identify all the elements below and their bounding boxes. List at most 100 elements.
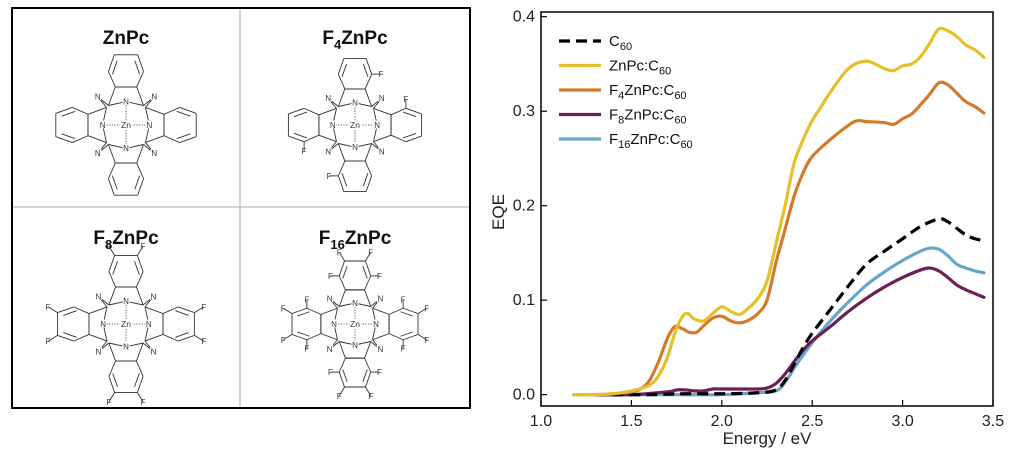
bridge-nitrogen-label: N — [151, 149, 157, 158]
y-tick-label: 0.4 — [513, 9, 535, 26]
f4znpc-structure: N N N N N N N N Zn F F F F — [287, 57, 423, 193]
cell-title-f16znpc: F16ZnPc — [319, 228, 392, 252]
f16znpc-structure: N N N N N N N N Zn F F F F F F F F F F F F F F F F — [281, 248, 430, 401]
bond — [108, 162, 116, 179]
fluorine-label: F — [327, 172, 332, 181]
bridge-nitrogen-label: N — [325, 148, 331, 157]
legend-subscript: 16 — [618, 139, 630, 151]
bond — [137, 54, 144, 72]
bond — [108, 360, 116, 377]
bond — [176, 110, 191, 117]
bond — [144, 334, 164, 342]
bond — [338, 260, 345, 277]
bond — [178, 334, 195, 342]
atom-label-background — [122, 97, 130, 106]
bridge-nitrogen-label: N — [325, 94, 331, 103]
series-line-f8znpc-c60 — [593, 266, 986, 397]
bond — [163, 107, 180, 115]
bond — [73, 334, 90, 342]
bond — [338, 289, 346, 307]
bond — [293, 111, 308, 118]
bond — [338, 371, 345, 388]
fluorine-label: F — [46, 337, 51, 346]
fluorine-label: F — [401, 296, 406, 305]
legend-subscript: 60 — [620, 41, 632, 53]
plot-frame — [540, 11, 994, 407]
bond — [337, 58, 345, 75]
atom-label-background — [94, 148, 102, 157]
pyrrole-nitrogen-label: N — [123, 343, 129, 352]
axis-ticks: 1.0 1.5 2.0 2.5 3.0 3.5 0.0 0.1 0.2 0.3 0.4 — [513, 9, 1004, 430]
atom-label-background — [376, 344, 384, 353]
atom-label-background — [378, 93, 386, 102]
cell-title-subscript: 8 — [105, 237, 112, 252]
pyrrole-nitrogen-label: N — [352, 299, 358, 308]
bond — [306, 333, 322, 341]
pyrrole-nitrogen-label: N — [123, 97, 129, 106]
bond — [136, 255, 144, 272]
fluorine-label: F — [46, 303, 51, 312]
bridge-nitrogen-label: N — [151, 347, 157, 356]
f8znpc-structure: N N N N N N N N Zn F F F F F F F F — [46, 242, 207, 407]
x-tick-label: 1.0 — [530, 413, 552, 430]
bond — [365, 260, 372, 277]
atom-label-background — [324, 93, 332, 102]
atom-label-background — [326, 344, 334, 353]
bond — [364, 289, 372, 307]
bond — [362, 172, 369, 187]
bond — [145, 135, 165, 143]
bond — [405, 107, 422, 115]
bond — [402, 307, 419, 314]
legend-text: ZnPc:C — [630, 131, 680, 148]
bond — [108, 71, 116, 88]
atom-label-background — [351, 98, 359, 107]
molecule-panel-border — [11, 7, 471, 409]
atom-label-background — [94, 291, 102, 300]
pyrrole-nitrogen-label: N — [374, 121, 380, 130]
bond — [365, 371, 372, 388]
fluorine-bond — [108, 245, 115, 256]
fluorine-bond — [417, 307, 427, 314]
bond — [288, 135, 305, 143]
bond — [136, 271, 144, 288]
bond — [108, 271, 116, 288]
fluorine-label: F — [328, 272, 333, 281]
bond — [134, 261, 140, 275]
cell-title-prefix: F — [93, 228, 105, 249]
bond — [136, 162, 144, 179]
pyrrole-nitrogen-label: N — [373, 320, 379, 329]
bond — [176, 133, 191, 140]
bond — [175, 332, 189, 338]
atom-label-background — [122, 342, 130, 351]
bond — [87, 135, 107, 143]
legend-subscript: 60 — [674, 115, 686, 127]
bond — [365, 58, 373, 75]
bridge-nitrogen-label: N — [327, 345, 333, 354]
bond — [61, 110, 76, 117]
bond — [362, 369, 368, 382]
cell-title-prefix: F — [319, 228, 331, 249]
bond — [55, 136, 73, 143]
fluorine-bond — [365, 252, 372, 262]
bond — [362, 266, 368, 279]
bridge-nitrogen-label: N — [96, 347, 102, 356]
bond — [306, 307, 322, 315]
fluorine-label: F — [424, 304, 429, 313]
bond — [341, 63, 348, 78]
bond — [388, 333, 404, 341]
bond — [134, 60, 141, 75]
cell-title-suffix: ZnPc — [341, 28, 388, 49]
bond — [341, 172, 348, 187]
bridge-nitrogen-label: N — [379, 94, 385, 103]
fluorine-label: F — [401, 345, 406, 354]
atom-label-background — [351, 298, 359, 307]
bond — [320, 333, 338, 341]
atom-label-background — [330, 319, 338, 328]
fluorine-label: F — [141, 242, 146, 251]
series-line-znpc-c60 — [571, 26, 986, 397]
bond — [320, 307, 338, 315]
legend-text: ZnPc:C — [624, 82, 674, 99]
